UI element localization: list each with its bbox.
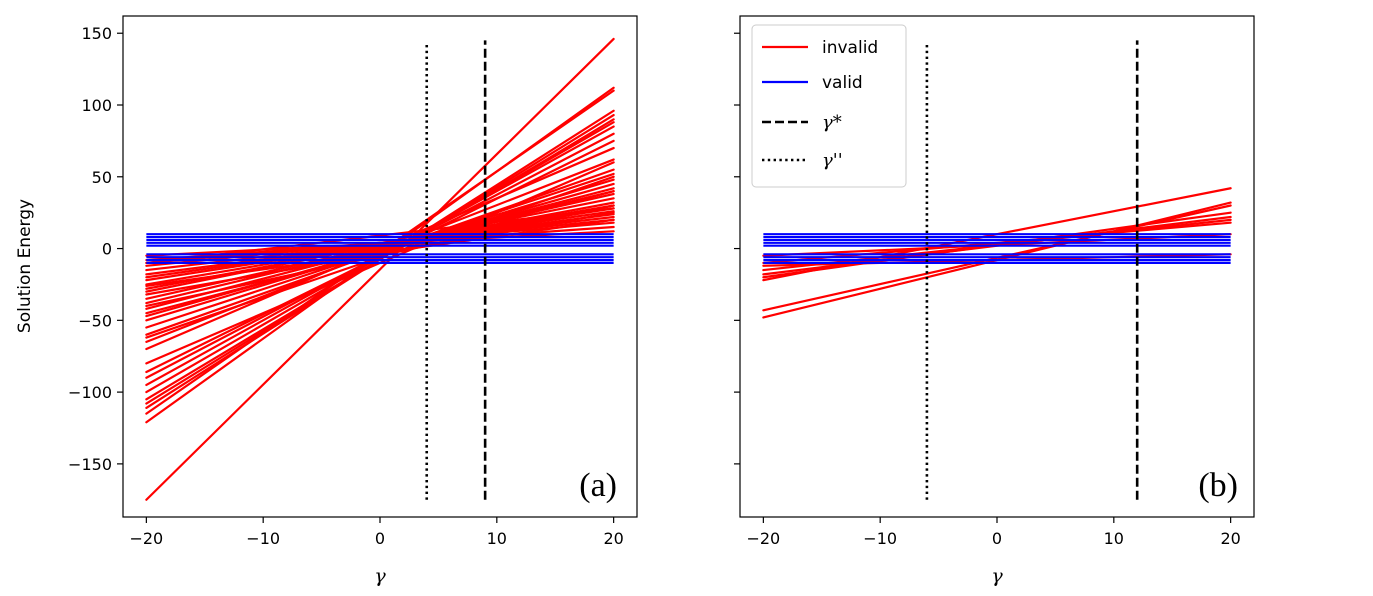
- panel-a-x-ticks: −20 −10 0 10 20: [129, 517, 624, 548]
- panel-b-vertical-lines: [925, 40, 1139, 500]
- panel-b-x-tick-label-3: 0: [992, 529, 1002, 548]
- panel-a-x-tick-label-3: 0: [375, 529, 385, 548]
- panel-a-y-tick-label-2: 100: [81, 96, 112, 115]
- legend-label-gamma-double-prime: γ'': [822, 150, 843, 171]
- panel-a-invalid-line-16: [145, 182, 615, 318]
- panel-b-x-axis-label: γ: [991, 565, 1003, 587]
- panel-b-x-tick-label-4: 10: [1104, 529, 1124, 548]
- panel-a-invalid-line-1: [145, 37, 615, 501]
- panel-a-y-axis-label: Solution Energy: [15, 199, 35, 333]
- panel-b-plot-lines: [762, 187, 1232, 319]
- panel-a-x-tick-label-2: −10: [246, 529, 280, 548]
- panel-a-label: (a): [579, 467, 617, 504]
- panel-a-x-axis-label: γ: [374, 565, 386, 587]
- panel-a-x-tick-label-4: 10: [487, 529, 507, 548]
- panel-a-y-ticks: 150 100 50 0 −50 −100 −150: [68, 24, 123, 474]
- panel-a-plot-lines: [145, 37, 615, 501]
- panel-b-x-tick-label-2: −10: [863, 529, 897, 548]
- panel-b: −20 −10 0 10 20 γ (b) invalid valid γ* γ'': [734, 15, 1255, 587]
- legend-box: [751, 24, 907, 188]
- panel-a-vertical-lines: [425, 40, 487, 500]
- panel-a-y-tick-label-4: 0: [102, 240, 112, 259]
- panel-a-invalid-line-34: [145, 190, 615, 315]
- panel-a-x-tick-label-1: −20: [129, 529, 163, 548]
- legend: invalid valid γ* γ'': [751, 24, 907, 188]
- panel-a-invalid-line-32: [145, 204, 615, 308]
- panel-a-y-tick-label-7: −150: [68, 455, 112, 474]
- panel-a-y-tick-label-3: 50: [92, 168, 112, 187]
- panel-a-y-tick-label-5: −50: [78, 311, 112, 330]
- panel-b-label: (b): [1198, 467, 1238, 504]
- legend-label-gamma-star: γ*: [822, 112, 842, 133]
- panel-b-x-ticks: −20 −10 0 10 20: [746, 517, 1241, 548]
- panel-b-y-ticks: [734, 32, 740, 465]
- legend-label-invalid: invalid: [822, 38, 878, 58]
- panel-b-x-tick-label-5: 20: [1220, 529, 1240, 548]
- panel-a-x-tick-label-5: 20: [603, 529, 623, 548]
- legend-label-valid: valid: [822, 73, 863, 93]
- panel-a-y-tick-label-1: 150: [81, 24, 112, 43]
- panel-a-y-tick-label-6: −100: [68, 383, 112, 402]
- panel-b-x-tick-label-1: −20: [746, 529, 780, 548]
